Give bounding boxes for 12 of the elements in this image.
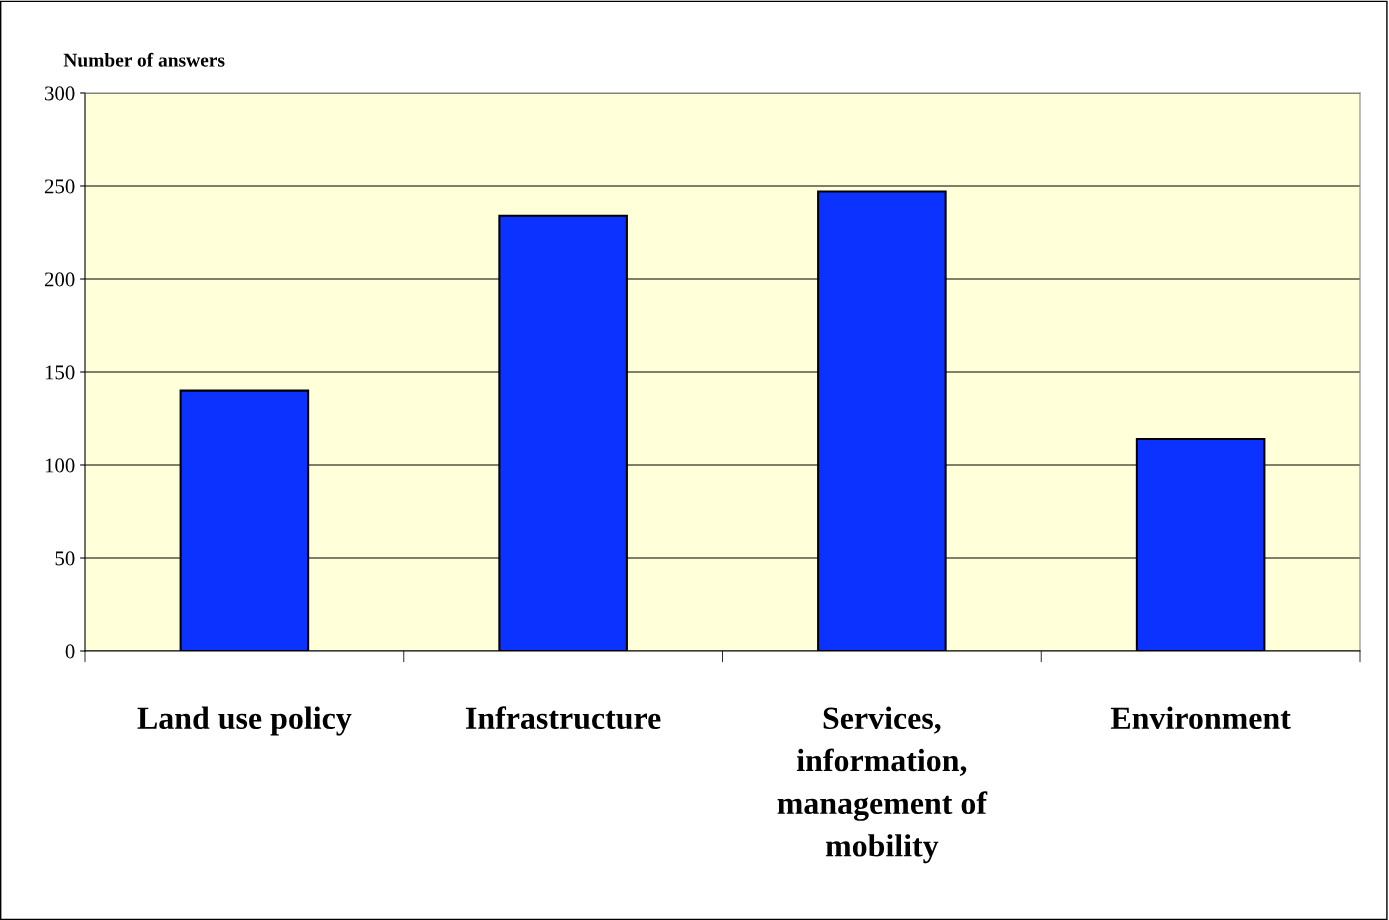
x-tick-label: Services, information, management of mobility bbox=[777, 706, 988, 864]
x-tick-label: Environment bbox=[1110, 706, 1291, 730]
x-tick-label: Land use policy bbox=[137, 706, 352, 736]
y-axis-title: Number of answers bbox=[63, 52, 225, 67]
x-tick-label: Infrastructure bbox=[466, 706, 661, 730]
y-tick-label: 250 bbox=[44, 179, 75, 194]
y-tick-label: 150 bbox=[45, 365, 75, 380]
y-tick-label: 300 bbox=[45, 86, 75, 101]
y-tick-label: 0 bbox=[65, 644, 75, 659]
y-tick-label: 100 bbox=[45, 458, 75, 473]
y-tick-label: 200 bbox=[44, 272, 75, 287]
y-tick-label: 50 bbox=[55, 551, 75, 566]
